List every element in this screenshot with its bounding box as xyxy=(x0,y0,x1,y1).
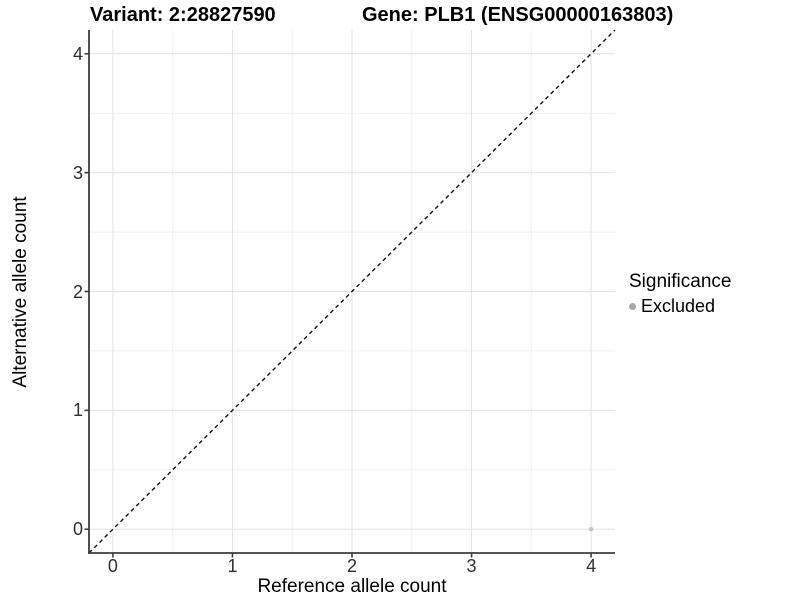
legend-key-dot-icon xyxy=(629,303,636,310)
x-axis-title: Reference allele count xyxy=(257,576,447,597)
y-tick-label: 3 xyxy=(72,162,83,183)
plot-title-gene: Gene: PLB1 (ENSG00000163803) xyxy=(362,4,674,26)
legend: Significance Excluded xyxy=(629,271,731,317)
legend-title: Significance xyxy=(629,271,732,292)
data-point xyxy=(588,527,594,532)
x-tick-label: 4 xyxy=(586,556,597,576)
plot-title-variant: Variant: 2:28827590 xyxy=(90,4,276,26)
y-tick-label: 4 xyxy=(72,43,83,64)
identity-line xyxy=(88,29,616,554)
x-tick-label: 2 xyxy=(346,556,357,576)
x-tick-label: 0 xyxy=(107,556,118,576)
y-tick-label: 0 xyxy=(72,519,83,540)
x-tick-label: 3 xyxy=(466,556,477,576)
legend-item-label: Excluded xyxy=(641,296,716,316)
y-tick-label: 2 xyxy=(72,281,83,302)
y-axis-title: Alternative allele count xyxy=(10,196,31,388)
y-tick-label: 1 xyxy=(72,400,83,421)
x-tick-label: 1 xyxy=(227,556,238,576)
legend-item-excluded: Excluded xyxy=(629,296,731,317)
